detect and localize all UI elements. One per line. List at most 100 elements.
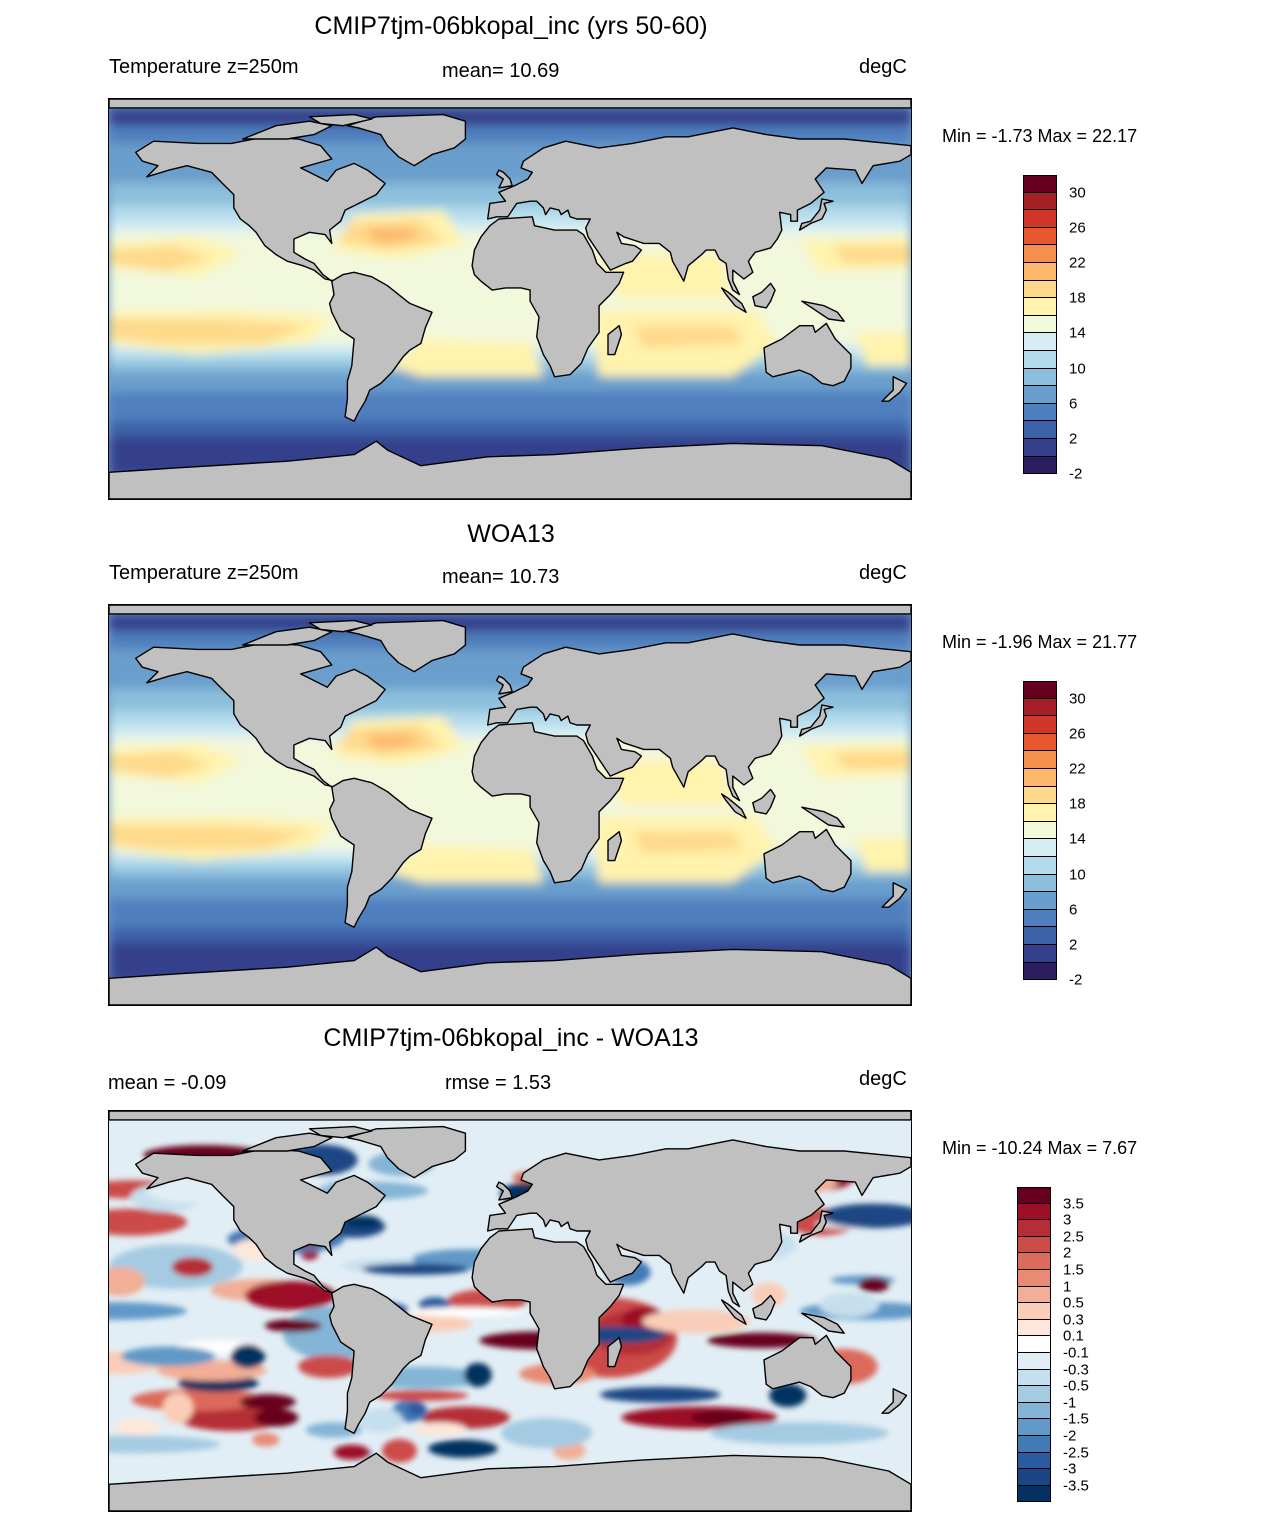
panel-observations: WOA13 Temperature z=250m mean= 10.73 deg… [108, 520, 1137, 1006]
anomaly-blob [381, 1438, 417, 1463]
colorbar-label: -0.1 [1063, 1344, 1089, 1362]
colorbar-label: 6 [1069, 395, 1078, 413]
colorbar-label: 30 [1069, 690, 1086, 708]
anomaly-blob [410, 1307, 525, 1317]
landmass [135, 642, 386, 788]
variable-label: Temperature z=250m [109, 56, 299, 78]
colorbar-cell [1017, 1452, 1051, 1470]
landmass [881, 882, 908, 908]
landmass [798, 198, 834, 231]
colorbar-label: 2 [1069, 936, 1078, 954]
map-canvas [109, 1111, 911, 1511]
landmass [607, 831, 623, 862]
anomaly-blob [690, 1411, 753, 1425]
colorbar-cell [1023, 227, 1057, 246]
colorbar-cell [1017, 1286, 1051, 1304]
landmass [801, 806, 845, 828]
map-canvas [109, 99, 911, 499]
colorbar-cell [1017, 1336, 1051, 1353]
anomaly-blob [113, 1418, 161, 1436]
colorbar-cell [1023, 403, 1057, 422]
colorbar-label: 22 [1069, 254, 1086, 272]
colorbar-cell [1023, 368, 1057, 387]
landmass [471, 722, 625, 884]
units-label: degC [859, 562, 907, 584]
landmass [720, 1299, 747, 1325]
anomaly-blob [413, 1422, 467, 1436]
colorbar-label: 2 [1069, 430, 1078, 448]
landmass [798, 704, 834, 737]
land-mask [109, 605, 911, 1005]
anomaly-blob [361, 1263, 470, 1275]
landmass [109, 1111, 911, 1121]
colorbar-cell [1017, 1303, 1051, 1320]
temperature-band [109, 898, 911, 928]
colorbar-cell [1023, 351, 1057, 369]
anomaly-blob [109, 1302, 187, 1320]
anomaly-blob [710, 1422, 889, 1445]
colorbar-label: 6 [1069, 901, 1078, 919]
rmse-label: rmse = 1.53 [445, 1072, 552, 1094]
colorbar-cell [1023, 751, 1057, 769]
colorbar-cell [1023, 315, 1057, 334]
landmass [881, 376, 908, 402]
temperature-band [365, 733, 421, 750]
anomaly-blob [171, 1257, 214, 1277]
panel-model: CMIP7tjm-06bkopal_inc (yrs 50-60) Temper… [0, 0, 1285, 505]
temperature-band [109, 421, 911, 437]
anomaly-blob [428, 1439, 498, 1458]
landmass [881, 1388, 908, 1414]
landmass [495, 169, 513, 189]
colorbar-label: 10 [1069, 360, 1086, 378]
colorbar-label: 30 [1069, 184, 1086, 202]
colorbar-label: -2 [1069, 465, 1083, 483]
mean-label: mean= 10.69 [442, 60, 560, 82]
anomaly-blob [120, 1346, 216, 1367]
colorbar-cell [1023, 333, 1057, 351]
temperature-band [387, 845, 544, 883]
landmass [242, 1132, 333, 1152]
anomaly-blob [464, 1362, 492, 1387]
colorbar-label: 3 [1063, 1211, 1072, 1229]
units-label: degC [859, 1068, 907, 1090]
anomaly-blob [818, 1292, 880, 1318]
colorbar-cell [1023, 857, 1057, 875]
anomaly-blob [501, 1417, 593, 1449]
anomaly-blob [707, 1332, 817, 1349]
colorbar-label: -2.5 [1063, 1444, 1089, 1462]
temperature-band [109, 927, 911, 943]
colorbar-cell [1017, 1319, 1051, 1337]
mean-label: mean = -0.09 [108, 1072, 227, 1094]
landmass [109, 1452, 911, 1511]
landmass [720, 287, 747, 313]
temperature-band [855, 332, 911, 366]
landmass [607, 1337, 623, 1368]
landmass [308, 1125, 373, 1139]
landmass [109, 440, 911, 499]
anomaly-blob [769, 1383, 807, 1408]
anomaly-blob [244, 1280, 337, 1311]
colorbar-cell [1023, 892, 1057, 910]
colorbar-cell [1023, 386, 1057, 404]
colorbar-cell [1023, 945, 1057, 963]
colorbar-cell [1023, 874, 1057, 893]
colorbar-cell [1017, 1253, 1051, 1270]
anomaly-blob [358, 1408, 404, 1433]
anomaly-blob [599, 1386, 721, 1403]
colorbar-cell [1023, 263, 1057, 281]
map-observations [108, 604, 912, 1006]
landmass [752, 788, 776, 815]
temperature-band [109, 319, 310, 344]
landmass [471, 216, 625, 378]
colorbar-label: 2 [1063, 1244, 1072, 1262]
colorbar-label: -3.5 [1063, 1477, 1089, 1495]
colorbar-cell [1023, 192, 1057, 211]
anomaly-blob [298, 1354, 359, 1378]
temperature-band [109, 245, 210, 273]
landmass [308, 113, 373, 127]
map-difference [108, 1110, 912, 1512]
colorbar-label: 10 [1069, 866, 1086, 884]
landmass [487, 1139, 911, 1308]
colorbar-cell [1023, 733, 1057, 752]
anomaly-blob [333, 1444, 370, 1460]
